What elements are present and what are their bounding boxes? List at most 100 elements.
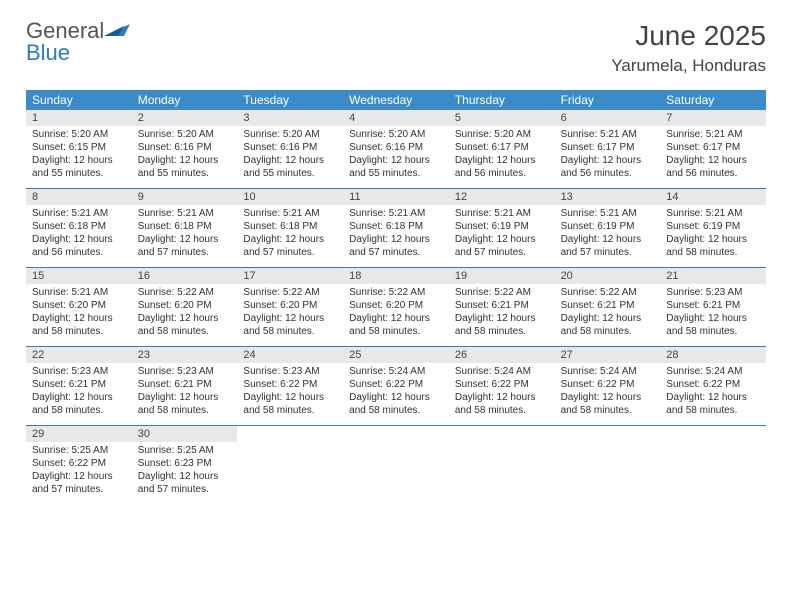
day-cell [343,426,449,504]
day-number: 27 [555,347,661,363]
sunset-line: Sunset: 6:20 PM [243,299,337,312]
daylight-line: Daylight: 12 hours and 58 minutes. [32,312,126,338]
day-body: Sunrise: 5:22 AMSunset: 6:21 PMDaylight:… [555,286,661,338]
sunset-line: Sunset: 6:22 PM [32,457,126,470]
day-number: 15 [26,268,132,284]
logo-text-blue: Blue [26,40,70,65]
day-body: Sunrise: 5:22 AMSunset: 6:20 PMDaylight:… [343,286,449,338]
sunset-line: Sunset: 6:17 PM [561,141,655,154]
daylight-line: Daylight: 12 hours and 56 minutes. [666,154,760,180]
sunset-line: Sunset: 6:21 PM [455,299,549,312]
sunset-line: Sunset: 6:17 PM [455,141,549,154]
day-body: Sunrise: 5:23 AMSunset: 6:21 PMDaylight:… [132,365,238,417]
daylight-line: Daylight: 12 hours and 55 minutes. [349,154,443,180]
daylight-line: Daylight: 12 hours and 57 minutes. [138,470,232,496]
day-number: 11 [343,189,449,205]
day-body: Sunrise: 5:20 AMSunset: 6:16 PMDaylight:… [237,128,343,180]
day-body: Sunrise: 5:21 AMSunset: 6:18 PMDaylight:… [237,207,343,259]
sunset-line: Sunset: 6:19 PM [561,220,655,233]
daylight-line: Daylight: 12 hours and 58 minutes. [243,391,337,417]
day-number: 17 [237,268,343,284]
day-number: 29 [26,426,132,442]
day-cell: 29Sunrise: 5:25 AMSunset: 6:22 PMDayligh… [26,426,132,504]
day-cell: 18Sunrise: 5:22 AMSunset: 6:20 PMDayligh… [343,268,449,346]
day-number: 8 [26,189,132,205]
sunset-line: Sunset: 6:19 PM [455,220,549,233]
day-body: Sunrise: 5:25 AMSunset: 6:23 PMDaylight:… [132,444,238,496]
sunset-line: Sunset: 6:16 PM [243,141,337,154]
day-body: Sunrise: 5:20 AMSunset: 6:16 PMDaylight:… [343,128,449,180]
day-body: Sunrise: 5:24 AMSunset: 6:22 PMDaylight:… [660,365,766,417]
day-number: 10 [237,189,343,205]
day-cell: 27 Sunrise: 5:24 AMSunset: 6:22 PMDayligh… [555,347,661,425]
day-body: Sunrise: 5:21 AMSunset: 6:19 PMDaylight:… [660,207,766,259]
daylight-line: Daylight: 12 hours and 57 minutes. [455,233,549,259]
sunrise-line: Sunrise: 5:21 AM [243,207,337,220]
week-row: 15Sunrise: 5:21 AMSunset: 6:20 PMDayligh… [26,268,766,347]
day-number: 22 [26,347,132,363]
sunrise-line: Sunrise: 5:21 AM [349,207,443,220]
day-number: 6 [555,110,661,126]
day-number: 14 [660,189,766,205]
day-body: Sunrise: 5:20 AMSunset: 6:15 PMDaylight:… [26,128,132,180]
sunset-line: Sunset: 6:22 PM [349,378,443,391]
day-body: Sunrise: 5:21 AMSunset: 6:17 PMDaylight:… [555,128,661,180]
sunrise-line: Sunrise: 5:24 AM [666,365,760,378]
daylight-line: Daylight: 12 hours and 58 minutes. [666,233,760,259]
daylight-line: Daylight: 12 hours and 55 minutes. [138,154,232,180]
daylight-line: Daylight: 12 hours and 58 minutes. [243,312,337,338]
day-cell: 19 Sunrise: 5:22 AMSunset: 6:21 PMDayligh… [449,268,555,346]
header: General Blue June 2025 Yarumela, Hondura… [26,20,766,76]
day-cell: 1Sunrise: 5:20 AMSunset: 6:15 PMDaylight… [26,110,132,188]
daylight-line: Daylight: 12 hours and 58 minutes. [138,391,232,417]
daylight-line: Daylight: 12 hours and 58 minutes. [561,391,655,417]
day-number: 9 [132,189,238,205]
sunrise-line: Sunrise: 5:22 AM [243,286,337,299]
day-cell: 23 Sunrise: 5:23 AMSunset: 6:21 PMDayligh… [132,347,238,425]
day-cell: 17 Sunrise: 5:22 AMSunset: 6:20 PMDayligh… [237,268,343,346]
sunset-line: Sunset: 6:18 PM [32,220,126,233]
week-row: 1Sunrise: 5:20 AMSunset: 6:15 PMDaylight… [26,110,766,189]
day-cell: 6 Sunrise: 5:21 AMSunset: 6:17 PMDaylight… [555,110,661,188]
day-cell: 5Sunrise: 5:20 AMSunset: 6:17 PMDaylight… [449,110,555,188]
location: Yarumela, Honduras [611,56,766,76]
daylight-line: Daylight: 12 hours and 57 minutes. [32,470,126,496]
sunrise-line: Sunrise: 5:20 AM [32,128,126,141]
day-number: 23 [132,347,238,363]
day-number: 19 [449,268,555,284]
sunset-line: Sunset: 6:21 PM [32,378,126,391]
day-number: 12 [449,189,555,205]
day-body: Sunrise: 5:24 AMSunset: 6:22 PMDaylight:… [555,365,661,417]
day-body: Sunrise: 5:24 AMSunset: 6:22 PMDaylight:… [449,365,555,417]
sunrise-line: Sunrise: 5:21 AM [666,207,760,220]
day-number: 26 [449,347,555,363]
logo-triangle-icon [104,20,130,38]
day-body: Sunrise: 5:23 AMSunset: 6:21 PMDaylight:… [660,286,766,338]
sunrise-line: Sunrise: 5:20 AM [138,128,232,141]
sunrise-line: Sunrise: 5:22 AM [349,286,443,299]
sunset-line: Sunset: 6:16 PM [349,141,443,154]
day-body: Sunrise: 5:21 AMSunset: 6:18 PMDaylight:… [26,207,132,259]
day-cell: 22 Sunrise: 5:23 AMSunset: 6:21 PMDayligh… [26,347,132,425]
title-block: June 2025 Yarumela, Honduras [611,20,766,76]
day-body: Sunrise: 5:22 AMSunset: 6:21 PMDaylight:… [449,286,555,338]
sunrise-line: Sunrise: 5:20 AM [455,128,549,141]
sunset-line: Sunset: 6:21 PM [138,378,232,391]
daylight-line: Daylight: 12 hours and 56 minutes. [32,233,126,259]
day-number: 24 [237,347,343,363]
sunset-line: Sunset: 6:22 PM [561,378,655,391]
day-number: 13 [555,189,661,205]
sunrise-line: Sunrise: 5:23 AM [32,365,126,378]
dow-cell: Sunday [26,90,132,110]
dow-cell: Thursday [449,90,555,110]
day-cell: 16Sunrise: 5:22 AMSunset: 6:20 PMDayligh… [132,268,238,346]
day-number: 20 [555,268,661,284]
day-cell: 2Sunrise: 5:20 AMSunset: 6:16 PMDaylight… [132,110,238,188]
day-cell [237,426,343,504]
day-body: Sunrise: 5:20 AMSunset: 6:17 PMDaylight:… [449,128,555,180]
day-number: 7 [660,110,766,126]
day-body: Sunrise: 5:23 AMSunset: 6:21 PMDaylight:… [26,365,132,417]
day-cell: 13Sunrise: 5:21 AMSunset: 6:19 PMDayligh… [555,189,661,267]
day-body: Sunrise: 5:22 AMSunset: 6:20 PMDaylight:… [237,286,343,338]
daylight-line: Daylight: 12 hours and 58 minutes. [666,312,760,338]
